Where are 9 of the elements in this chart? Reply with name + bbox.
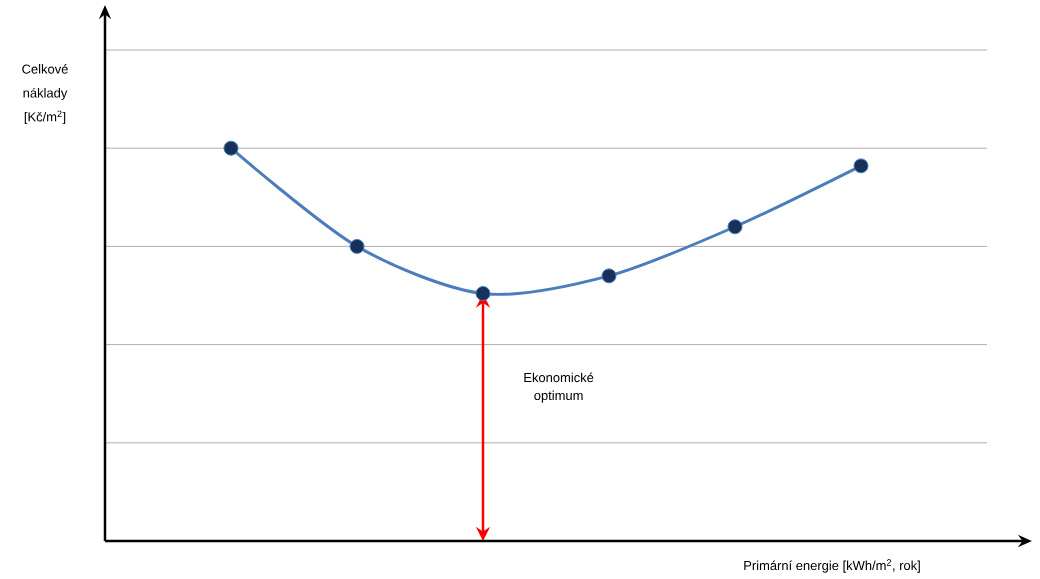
x-axis-title: Primární energie [kWh/m$^{2}$, rok] xyxy=(744,559,920,573)
point xyxy=(349,238,365,254)
point xyxy=(223,140,239,156)
point xyxy=(853,158,869,174)
point xyxy=(601,268,617,284)
point xyxy=(475,286,491,302)
annotation: Ekonomické optimum xyxy=(524,372,594,403)
point xyxy=(727,219,743,235)
y-axis-title: Celkové náklady [Kč/m$^{2}$] xyxy=(22,63,68,125)
